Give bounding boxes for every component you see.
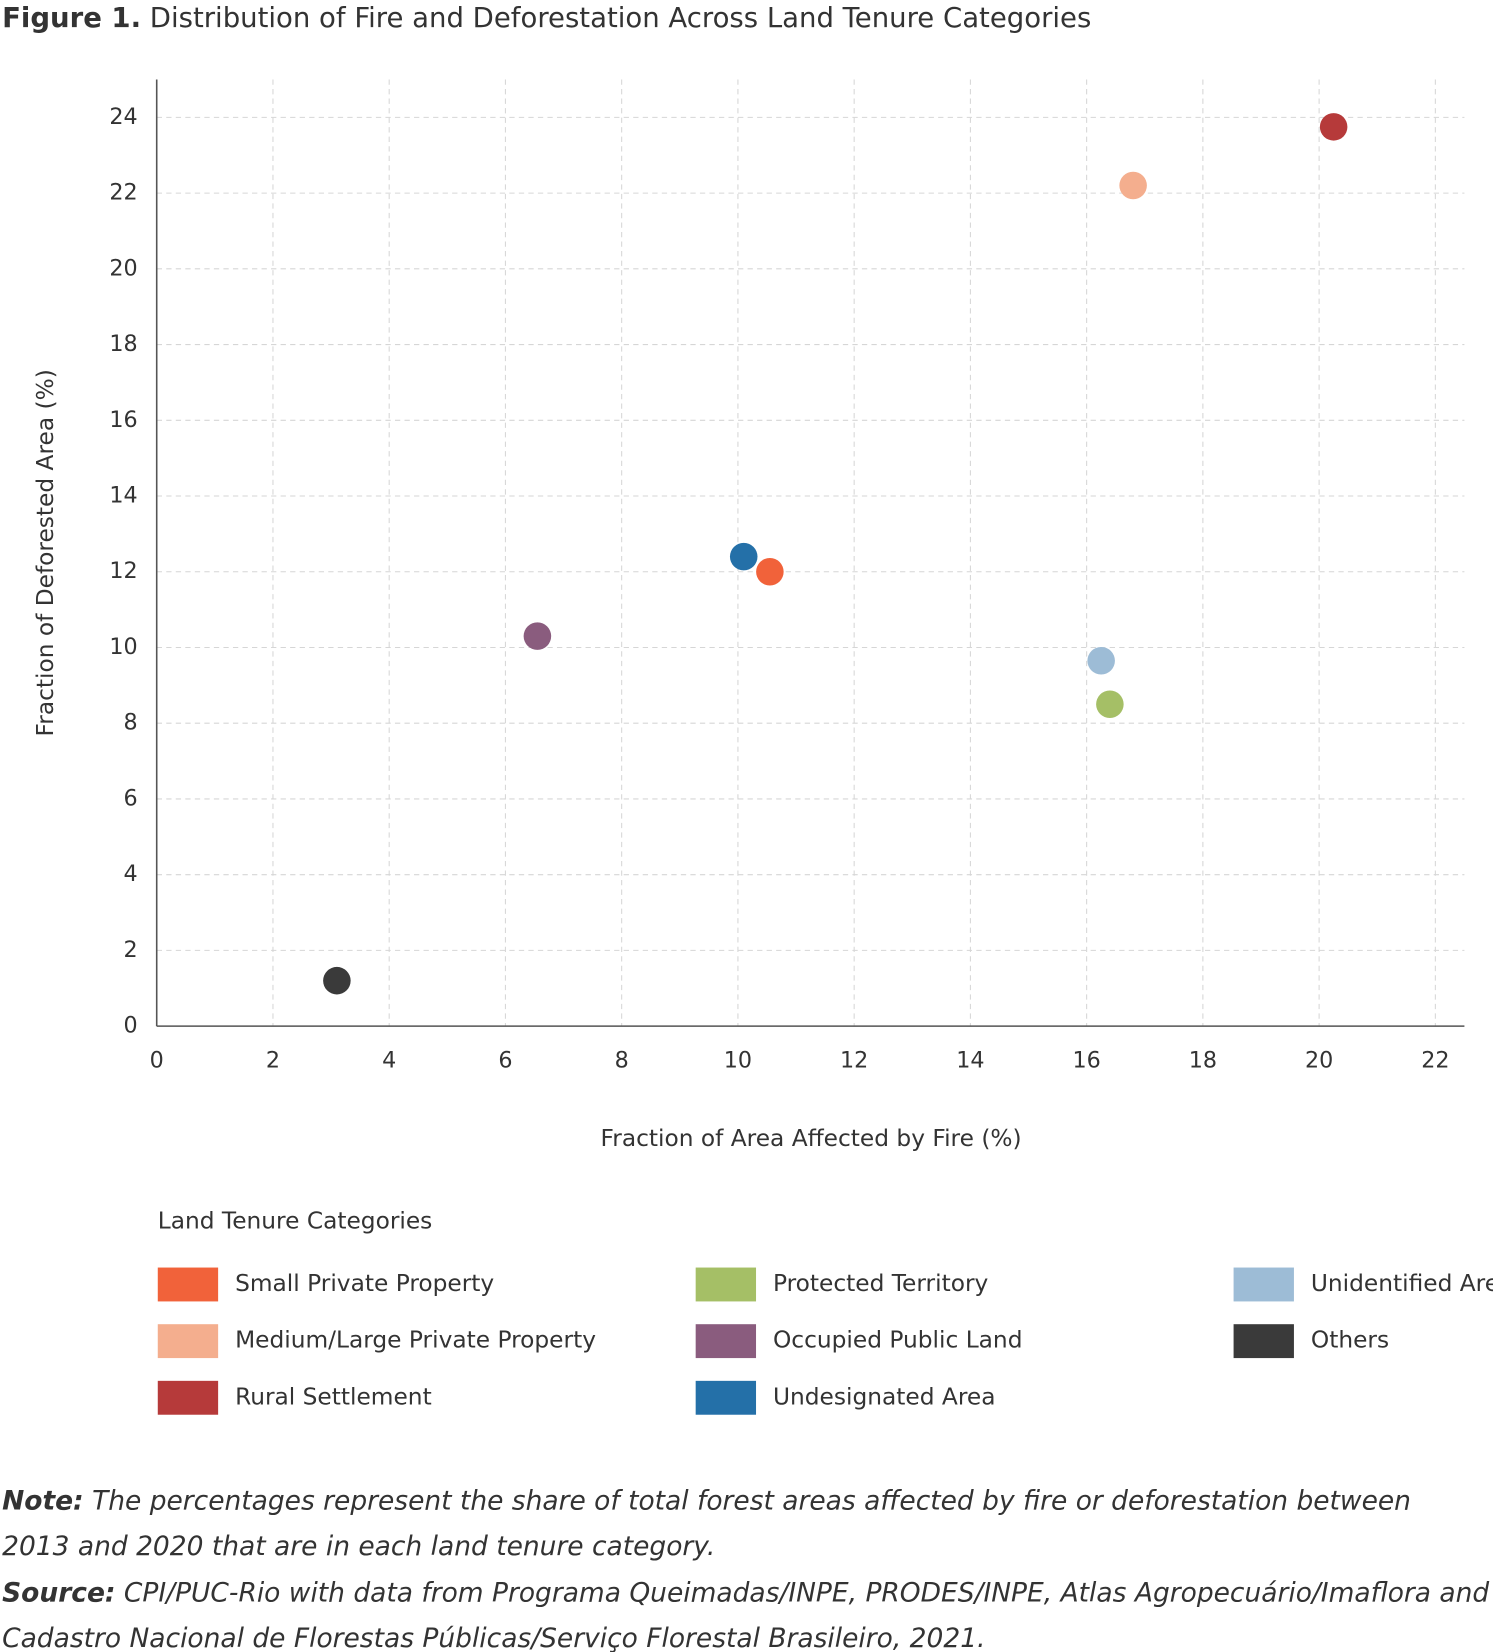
legend-label: Small Private Property bbox=[235, 1270, 494, 1297]
footnote-line: 2013 and 2020 that are in each land tenu… bbox=[2, 1531, 715, 1562]
x-tick-label: 2 bbox=[266, 1048, 280, 1074]
point bbox=[1119, 171, 1147, 200]
legend-swatch bbox=[695, 1380, 757, 1415]
y-tick-label: 24 bbox=[109, 104, 137, 130]
footnote-text: CPI/PUC-Rio with data from Programa Quei… bbox=[124, 1577, 1490, 1608]
y-tick-label: 6 bbox=[124, 785, 138, 811]
y-tick-label: 10 bbox=[109, 634, 137, 660]
y-tick-label: 14 bbox=[109, 483, 137, 509]
x-tick-label: 16 bbox=[1072, 1048, 1100, 1074]
footnote-line: Source: CPI/PUC-Rio with data from Progr… bbox=[2, 1577, 1489, 1608]
footnote-label: Note: bbox=[2, 1485, 84, 1516]
point bbox=[1319, 113, 1348, 141]
x-tick-label: 4 bbox=[382, 1048, 396, 1074]
legend-label: Unidentified Area bbox=[1311, 1270, 1493, 1297]
legend-label: Undesignated Area bbox=[773, 1383, 996, 1410]
footnote-text: The percentages represent the share of t… bbox=[92, 1485, 1411, 1516]
x-tick-label: 14 bbox=[956, 1048, 984, 1074]
y-axis-label: Fraction of Deforested Area (%) bbox=[32, 369, 59, 736]
x-axis-label: Fraction of Area Affected by Fire (%) bbox=[601, 1125, 1022, 1152]
x-tick-label: 12 bbox=[840, 1048, 868, 1074]
point bbox=[1096, 690, 1124, 719]
x-tick-label: 6 bbox=[498, 1048, 512, 1074]
y-tick-label: 8 bbox=[124, 710, 138, 736]
legend-label: Others bbox=[1311, 1327, 1389, 1354]
legend-swatch bbox=[695, 1267, 757, 1302]
legend-swatch bbox=[695, 1324, 757, 1359]
chart-title: Figure 1. Distribution of Fire and Defor… bbox=[2, 2, 1091, 34]
legend-label: Occupied Public Land bbox=[773, 1327, 1023, 1354]
y-tick-label: 12 bbox=[109, 558, 137, 584]
legend-title: Land Tenure Categories bbox=[158, 1208, 433, 1235]
legend-swatch bbox=[1233, 1267, 1294, 1302]
y-tick-label: 0 bbox=[124, 1013, 138, 1039]
footnote-line: Cadastro Nacional de Florestas Públicas/… bbox=[2, 1623, 985, 1652]
point bbox=[756, 557, 784, 586]
legend-label: Rural Settlement bbox=[235, 1383, 432, 1410]
legend-swatch bbox=[1233, 1324, 1294, 1359]
y-tick-label: 22 bbox=[109, 180, 137, 206]
x-tick-label: 22 bbox=[1421, 1048, 1449, 1074]
y-tick-label: 2 bbox=[124, 937, 138, 963]
point bbox=[323, 966, 351, 995]
x-tick-label: 18 bbox=[1189, 1048, 1217, 1074]
y-tick-label: 18 bbox=[109, 331, 137, 357]
footnote-line: Note: The percentages represent the shar… bbox=[2, 1485, 1411, 1516]
footnote-text: 2013 and 2020 that are in each land tenu… bbox=[2, 1531, 715, 1562]
footnote-text: Cadastro Nacional de Florestas Públicas/… bbox=[2, 1623, 985, 1652]
footnote-label: Source: bbox=[2, 1577, 115, 1608]
y-tick-label: 20 bbox=[109, 255, 137, 281]
legend-label: Protected Territory bbox=[773, 1270, 989, 1297]
legend-swatch bbox=[157, 1324, 219, 1359]
figure-label: Figure 1. bbox=[2, 2, 141, 34]
x-tick-label: 8 bbox=[615, 1048, 629, 1074]
legend-label: Medium/Large Private Property bbox=[235, 1327, 596, 1354]
x-tick-label: 20 bbox=[1305, 1048, 1333, 1074]
y-tick-label: 4 bbox=[124, 861, 138, 887]
point bbox=[523, 622, 552, 650]
point bbox=[1087, 646, 1115, 675]
x-tick-label: 0 bbox=[150, 1048, 164, 1074]
x-tick-label: 10 bbox=[724, 1048, 752, 1074]
y-tick-label: 16 bbox=[109, 407, 137, 433]
legend-swatch bbox=[157, 1380, 219, 1415]
point bbox=[729, 542, 758, 571]
legend-swatch bbox=[157, 1267, 219, 1302]
title-text: Distribution of Fire and Deforestation A… bbox=[150, 2, 1092, 34]
